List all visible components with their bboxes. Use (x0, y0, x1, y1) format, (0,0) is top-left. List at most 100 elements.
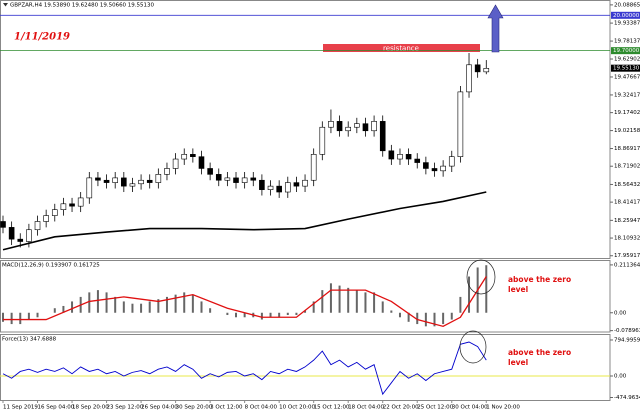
x-tick-label: 11 Sep 2019 (3, 405, 38, 411)
force-panel (0, 334, 611, 401)
y-tick-label: 18.10932 (614, 236, 640, 242)
y-tick-label: 794.9959 (614, 337, 640, 343)
candle-body (388, 150, 395, 160)
candle-body (448, 156, 455, 167)
level-label: 19.70000 (613, 48, 640, 54)
y-tick-label: -0.078963 (614, 328, 640, 334)
candle-body (457, 91, 464, 157)
candle-body (328, 121, 334, 128)
candle-body (190, 154, 196, 157)
candle-body (250, 177, 257, 181)
candle-body (440, 165, 446, 172)
candle-body (414, 158, 421, 163)
candle-body (155, 174, 162, 183)
x-tick-label: 18 Oct 04:00 (348, 405, 384, 411)
candle-body (121, 177, 127, 187)
x-tick-label: 8 Oct 04:00 (245, 405, 278, 411)
force-line (2, 341, 487, 396)
macd-title: MACD(12,26,9) 0.193907 0.161725 (2, 263, 100, 269)
candle-body (276, 185, 282, 193)
y-tick-label: 19.32417 (614, 92, 640, 98)
x-tick-label: 30 Sep 20:00 (176, 405, 213, 411)
candle-body (371, 121, 377, 132)
candle-body (336, 121, 343, 132)
candle-body (354, 123, 360, 128)
candle-body (95, 177, 101, 181)
candle-body (431, 168, 438, 172)
last-price-label: 19.55130 (613, 66, 640, 72)
candle-body (405, 154, 412, 160)
highlight-circle (459, 330, 487, 364)
candle-body (233, 177, 239, 183)
y-tick-label: 19.02158 (614, 128, 640, 134)
candle-body (86, 177, 93, 199)
moving-average (2, 191, 487, 251)
level-label-box (611, 47, 640, 55)
y-tick-label: 18.25947 (614, 218, 640, 224)
price-title: GBPZAR,H4 19.53890 19.62480 19.50660 19.… (10, 3, 155, 9)
candle-body (26, 229, 32, 242)
level-label: 20.00000 (613, 13, 640, 19)
date-annotation: 1/11/2019 (14, 32, 70, 43)
candle-body (241, 177, 248, 183)
candle-body (112, 177, 118, 183)
candle-body (293, 182, 300, 187)
candle-body (310, 154, 317, 181)
candle-body (379, 121, 386, 152)
y-tick-label: 19.78137 (614, 39, 640, 45)
x-tick-label: 3 Oct 12:00 (210, 405, 243, 411)
candle-body (207, 168, 213, 175)
candle-body (146, 179, 153, 183)
x-tick-label: 30 Oct 04:00 (452, 405, 488, 411)
force-annotation: above the zero (508, 348, 571, 357)
candle-body (164, 168, 170, 175)
x-tick-label: 25 Oct 12:00 (417, 405, 453, 411)
candle-body (224, 177, 231, 181)
candle-body (51, 209, 58, 216)
candle-body (34, 221, 41, 231)
y-tick-label: 19.62902 (614, 57, 640, 63)
candle-body (284, 182, 291, 193)
candle-body (198, 156, 205, 169)
candle-body (103, 179, 110, 183)
level-label-box (611, 11, 640, 19)
y-tick-label: 18.56432 (614, 182, 640, 188)
x-tick-label: 15 Oct 12:00 (314, 405, 350, 411)
x-tick-label: 10 Oct 20:00 (279, 405, 315, 411)
resistance-zone (323, 44, 480, 52)
force-title: Force(13) 347.6888 (2, 337, 57, 343)
candle-body (60, 203, 67, 210)
last-price-box (611, 64, 640, 72)
y-tick-label: 17.95917 (614, 253, 640, 259)
candle-body (397, 154, 403, 160)
candle-body (362, 123, 369, 132)
x-tick-label: 18 Sep 20:00 (72, 405, 109, 411)
menu-icon[interactable] (3, 3, 8, 7)
candle-body (181, 154, 188, 160)
x-tick-label: 22 Oct 20:00 (383, 405, 419, 411)
y-tick-label: 18.71902 (614, 164, 640, 170)
candle-body (345, 126, 352, 132)
candle-body (319, 126, 326, 155)
macd-annotation: above the zero (508, 275, 571, 284)
y-tick-label: 0.00 (614, 310, 627, 316)
candle-body (77, 197, 84, 207)
y-tick-label: 18.41417 (614, 200, 640, 206)
candle-body (17, 238, 24, 242)
resistance-label: resistance (383, 45, 419, 53)
y-tick-label: 20.08865 (614, 2, 640, 8)
macd-panel (0, 260, 611, 333)
highlight-circle (466, 259, 496, 295)
candle-body (0, 221, 6, 228)
macd-annotation: level (508, 285, 528, 294)
candle-body (129, 183, 136, 187)
candle-body (8, 227, 15, 240)
x-tick-label: 1 Nov 20:00 (486, 405, 520, 411)
candle-body (172, 158, 179, 169)
candle-body (474, 64, 481, 73)
candle-body (483, 68, 490, 73)
y-tick-label: 0.211364 (614, 262, 640, 268)
candle-body (267, 185, 274, 190)
x-tick-label: 26 Sep 04:00 (141, 405, 178, 411)
